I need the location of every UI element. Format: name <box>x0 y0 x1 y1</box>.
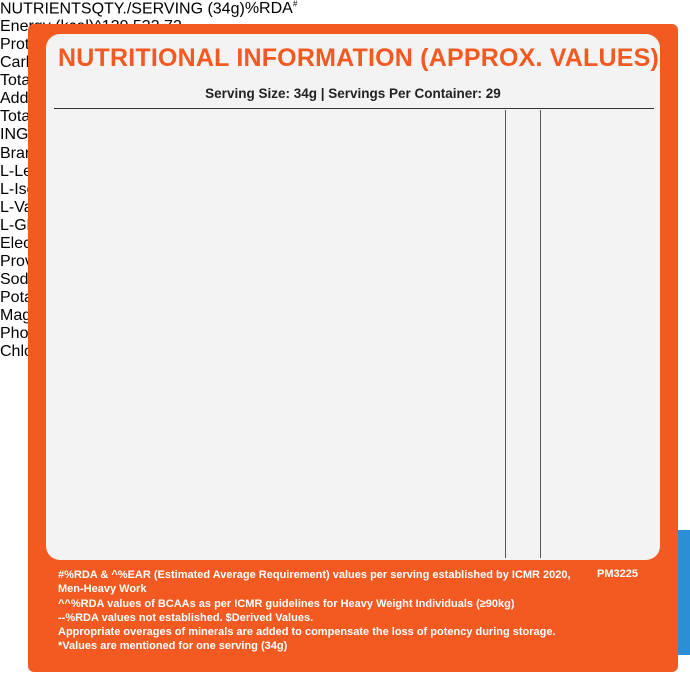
footnote: Men-Heavy Work <box>58 583 147 596</box>
column-rule <box>505 110 506 558</box>
footnote: *Values are mentioned for one serving (3… <box>58 640 288 653</box>
column-header: NUTRIENTS <box>0 0 92 17</box>
footnote: --%RDA values not established. $Derived … <box>58 611 314 624</box>
header-sup: # <box>292 0 298 9</box>
serving-info: Serving Size: 34g | Servings Per Contain… <box>205 86 501 101</box>
footnote: Appropriate overages of minerals are add… <box>58 626 556 639</box>
table-row: NUTRIENTSQTY./SERVING (34g)%RDA# <box>0 0 690 18</box>
product-code: PM3225 <box>597 568 638 580</box>
header-text: %RDA <box>244 0 293 18</box>
header-text: QTY./SERVING (34g) <box>91 0 245 18</box>
table-panel <box>46 34 660 560</box>
footnote: #%RDA & ^%EAR (Estimated Average Require… <box>58 569 571 581</box>
footnotes: #%RDA & ^%EAR (Estimated Average Require… <box>58 568 571 654</box>
title: NUTRITIONAL INFORMATION (APPROX. VALUES)… <box>58 44 668 72</box>
column-header: QTY./SERVING (34g) <box>92 0 245 17</box>
footnote: ^^%RDA values of BCAAs as per ICMR guide… <box>58 597 515 610</box>
column-header: %RDA# <box>245 0 297 17</box>
column-rule <box>540 110 541 558</box>
header-text: NUTRIENTS <box>0 0 92 18</box>
separator <box>54 108 654 109</box>
